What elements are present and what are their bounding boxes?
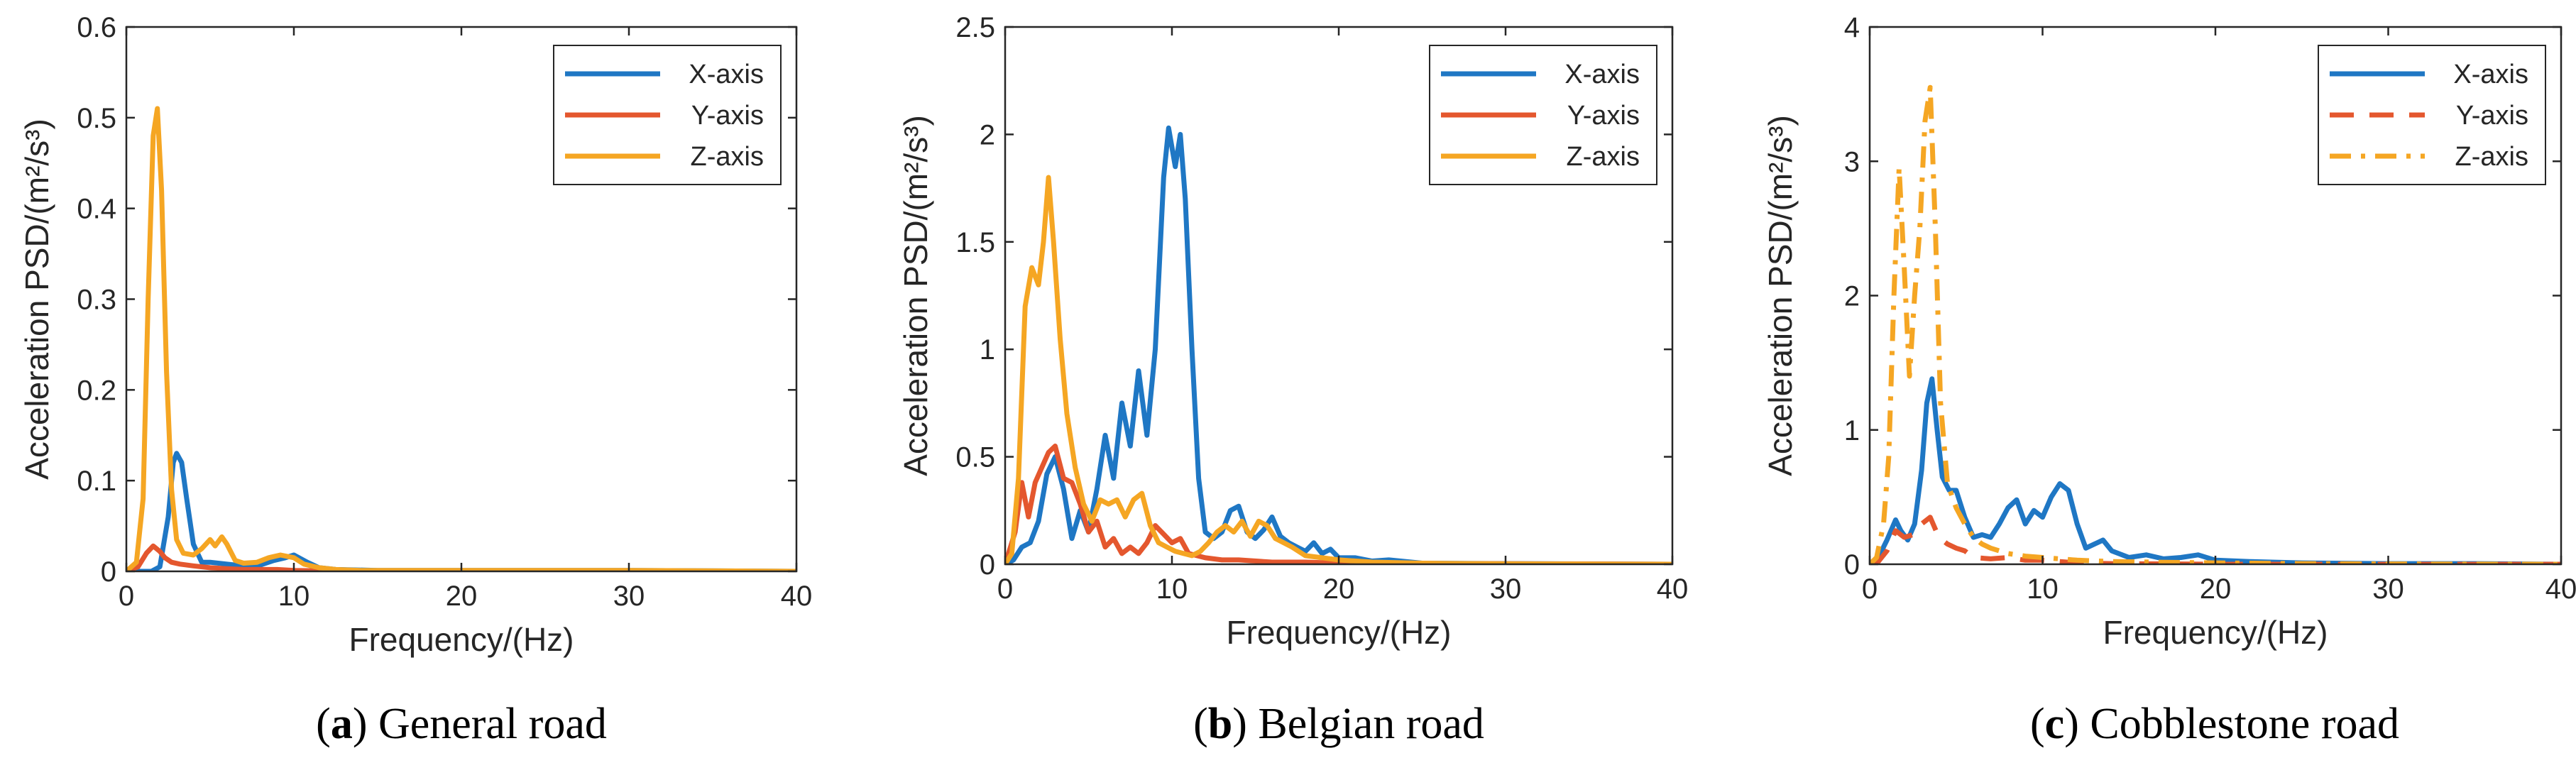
panel-caption: (a) General road <box>316 700 607 748</box>
legend: X-axis Y-axis Z-axis <box>1429 45 1657 185</box>
caption-label: b <box>1208 700 1232 748</box>
x-axis-label: Frequency/(Hz) <box>349 621 574 658</box>
y-tick-label: 2 <box>1844 281 1860 312</box>
legend: X-axis Y-axis Z-axis <box>2318 45 2546 185</box>
x-tick-label: 0 <box>119 581 134 612</box>
y-tick-label: 0.5 <box>77 103 116 134</box>
x-tick-label: 20 <box>446 581 478 612</box>
x-tick-label: 40 <box>1657 573 1689 605</box>
legend-label: Y-axis <box>691 101 764 131</box>
x-axis-label: Frequency/(Hz) <box>1227 614 1452 651</box>
y-axis-label: Acceleration PSD/(m²/s³) <box>897 115 934 476</box>
chart-panel-c: 0 10 20 30 40 0 1 2 3 4 Frequency/(Hz) Acceleration… <box>1762 12 2576 748</box>
series-line-zaxis <box>1870 84 2561 564</box>
x-tick-label: 40 <box>781 581 813 612</box>
legend-label: Y-axis <box>1567 101 1640 131</box>
y-tick-label: 1.5 <box>955 227 995 258</box>
legend-box <box>2318 45 2546 185</box>
legend-label: X-axis <box>689 60 764 89</box>
caption-text: General road <box>378 700 607 748</box>
y-tick-label: 0 <box>101 556 116 588</box>
caption-text: Cobblestone road <box>2090 700 2399 748</box>
x-tick-label: 10 <box>278 581 310 612</box>
legend-label: X-axis <box>2453 60 2528 89</box>
y-axis-label: Acceleration PSD/(m²/s³) <box>1762 115 1799 476</box>
x-tick-label: 30 <box>2372 573 2404 605</box>
y-axis-label: Acceleration PSD/(m²/s³) <box>18 119 55 480</box>
y-tick-label: 3 <box>1844 146 1860 177</box>
series-line-xaxis <box>1870 376 2561 564</box>
series-line-zaxis <box>126 106 796 571</box>
y-tick-label: 0 <box>1844 549 1860 581</box>
y-tick-label: 1 <box>1844 415 1860 446</box>
legend-label: Z-axis <box>691 142 764 172</box>
y-tick-label: 0.5 <box>955 442 995 473</box>
y-tick-label: 0.3 <box>77 285 116 316</box>
x-tick-label: 40 <box>2545 573 2576 605</box>
x-tick-label: 0 <box>1862 573 1878 605</box>
y-tick-label: 4 <box>1844 12 1860 43</box>
x-tick-label: 20 <box>1323 573 1355 605</box>
legend-label: Y-axis <box>2456 101 2528 131</box>
panel-caption: (c) Cobblestone road <box>2030 700 2399 748</box>
x-tick-label: 30 <box>613 581 645 612</box>
chart-panel-b: 0 10 20 30 40 0 0.5 1 1.5 2 2.5 Frequency/(Hz) Accel… <box>897 12 1688 748</box>
x-tick-label: 10 <box>2027 573 2059 605</box>
x-tick-label: 10 <box>1156 573 1188 605</box>
x-tick-label: 30 <box>1490 573 1522 605</box>
chart-panel-a: 0 10 20 30 40 0 0.1 0.2 0.3 0.4 0.5 0.6 Frequency/(H… <box>18 12 812 748</box>
x-axis-label: Frequency/(Hz) <box>2103 614 2328 651</box>
legend-label: X-axis <box>1564 60 1640 89</box>
y-tick-label: 0.2 <box>77 375 116 406</box>
panel-caption: (b) Belgian road <box>1193 700 1484 748</box>
y-tick-label: 0.1 <box>77 466 116 497</box>
x-tick-label: 20 <box>2200 573 2232 605</box>
y-tick-label: 0.6 <box>77 12 116 43</box>
caption-label: a <box>331 700 353 748</box>
series-line-yaxis <box>1005 444 1672 564</box>
series-group <box>1870 84 2561 564</box>
caption-text: Belgian road <box>1258 700 1484 748</box>
caption-label: c <box>2045 700 2065 748</box>
series-line-zaxis <box>1005 175 1672 564</box>
y-tick-label: 0.4 <box>77 194 116 225</box>
series-line-yaxis <box>1870 515 2561 564</box>
series-group <box>1005 125 1672 564</box>
series-line-xaxis <box>1005 125 1672 564</box>
legend-label: Z-axis <box>1567 142 1640 172</box>
y-tick-label: 2 <box>980 119 995 150</box>
x-tick-label: 0 <box>997 573 1013 605</box>
y-tick-label: 1 <box>980 334 995 366</box>
legend: X-axis Y-axis Z-axis <box>553 45 782 185</box>
legend-label: Z-axis <box>2455 142 2528 172</box>
y-tick-label: 0 <box>980 549 995 581</box>
y-tick-label: 2.5 <box>955 12 995 43</box>
